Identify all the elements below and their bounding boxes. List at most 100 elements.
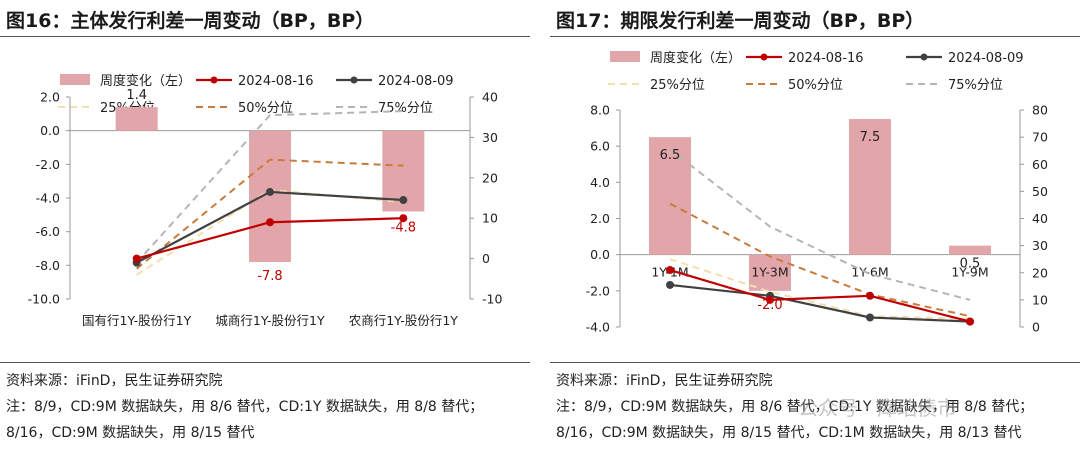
right-source: 资料来源：iFinD，民生证券研究院 (556, 373, 773, 389)
right-tick-label: 50 (1032, 184, 1048, 199)
legend-label: 周度变化（左） (100, 73, 191, 89)
right-tick-label: 30 (1032, 238, 1048, 253)
series-point (666, 266, 674, 275)
series-point (766, 295, 774, 304)
category-label: 1Y-9M (951, 265, 988, 280)
left-notes: 资料来源：iFinD，民生证券研究院 注：8/9，CD:9M 数据缺失，用 8/… (6, 368, 531, 446)
legend-marker (210, 76, 218, 84)
legend-label: 2024-08-16 (238, 74, 314, 89)
series-point (866, 291, 874, 300)
legend-label: 25%分位 (650, 78, 705, 93)
left-tick-label: 0.0 (590, 247, 610, 262)
series-point (399, 196, 408, 205)
bar-data-label: -7.8 (257, 269, 282, 284)
right-chart-panel: 图17：期限发行利差一周变动（BP，BP） 周度变化（左） 2024-08-16 2… (550, 0, 1080, 450)
right-tick-label: 70 (1032, 130, 1048, 145)
left-tick-label: -2.0 (36, 157, 60, 172)
right-note-1: 注：8/9，CD:9M 数据缺失，用 8/6 替代，CD:1Y 数据缺失，用 8… (556, 399, 1034, 415)
legend-label: 75%分位 (948, 78, 1003, 93)
left-note-1: 注：8/9，CD:9M 数据缺失，用 8/6 替代，CD:1Y 数据缺失，用 8… (6, 399, 484, 415)
left-tick-label: 8.0 (590, 103, 610, 118)
right-note-2: 8/16，CD:9M 数据缺失，用 8/15 替代，CD:1M 数据缺失，用 8… (556, 425, 1022, 441)
right-tick-label: 30 (482, 130, 498, 145)
left-tick-label: -2.0 (586, 283, 610, 298)
right-tick-label: 10 (482, 211, 498, 226)
legend-label: 50%分位 (238, 101, 293, 116)
left-tick-label: 2.0 (590, 211, 610, 226)
left-tick-label: 6.0 (590, 139, 610, 154)
legend-label: 2024-08-16 (788, 51, 864, 66)
bar-data-label: 6.5 (660, 148, 681, 163)
bar-data-label: -4.8 (391, 220, 416, 235)
series-point (132, 254, 141, 263)
bar (115, 107, 158, 131)
right-tick-label: 80 (1032, 103, 1048, 118)
left-tick-label: 2.0 (40, 90, 60, 105)
bar (949, 245, 991, 255)
series-point (866, 313, 874, 322)
left-bottom-rule (0, 362, 530, 363)
legend-marker (920, 53, 928, 61)
category-label: 城商行1Y-股份行1Y (215, 313, 325, 328)
legend-swatch-bar (610, 51, 640, 62)
bar (749, 254, 791, 291)
right-chart-title: 图17：期限发行利差一周变动（BP，BP） (556, 10, 925, 32)
bar (849, 119, 891, 255)
left-tick-label: 0.0 (40, 123, 60, 138)
left-note-2: 8/16，CD:9M 数据缺失，用 8/15 替代 (6, 425, 255, 441)
series-point (266, 187, 274, 196)
right-chart-svg: 周度变化（左） 2024-08-16 2024-08-09 25%分位 50%分位 75%… (586, 50, 1048, 335)
series-line (669, 148, 971, 301)
legend-label: 75%分位 (378, 101, 433, 116)
series-line (669, 202, 971, 318)
right-tick-label: 0 (1032, 320, 1040, 335)
legend-label: 50%分位 (788, 78, 843, 93)
bar (249, 130, 291, 262)
right-tick-label: -10 (482, 292, 502, 307)
series-line (669, 258, 971, 320)
bar (649, 137, 691, 255)
left-tick-label: 4.0 (590, 175, 610, 190)
left-source: 资料来源：iFinD，民生证券研究院 (6, 373, 223, 389)
legend-label: 2024-08-09 (378, 74, 454, 89)
legend-swatch-bar (60, 74, 90, 85)
left-tick-label: -4.0 (36, 191, 60, 206)
right-tick-label: 20 (1032, 265, 1048, 280)
series-point (266, 218, 274, 227)
left-chart-panel: 图16：主体发行利差一周变动（BP，BP） 周度变化（左） 2024-08-16 2… (0, 0, 530, 450)
left-top-rule (0, 36, 530, 37)
series-line (135, 110, 404, 264)
left-tick-label: -4.0 (586, 320, 610, 335)
series-point (399, 214, 408, 223)
legend-marker (760, 53, 768, 61)
right-tick-label: 20 (482, 170, 498, 185)
right-tick-label: 40 (482, 90, 498, 105)
bar-data-label: 0.5 (960, 257, 981, 272)
left-chart-svg: 周度变化（左）2024-08-162024-08-0925%分位50%分位75%… (28, 73, 503, 328)
left-tick-label: -8.0 (36, 258, 60, 273)
right-tick-label: 40 (1032, 211, 1048, 226)
left-tick-label: -6.0 (36, 224, 60, 239)
legend-marker (350, 76, 358, 84)
series-line (136, 158, 404, 270)
category-label: 国有行1Y-股份行1Y (82, 313, 192, 328)
right-bottom-rule (550, 362, 1080, 363)
category-label: 农商行1Y-股份行1Y (349, 313, 459, 328)
series-line (669, 283, 971, 323)
bar-data-label: 7.5 (860, 130, 881, 145)
right-tick-label: 60 (1032, 157, 1048, 172)
right-tick-label: 10 (1032, 292, 1048, 307)
right-tick-label: 0 (482, 251, 490, 266)
watermark: 公众号 · 库珀债市 (798, 396, 958, 420)
series-point (666, 280, 674, 289)
left-chart-title: 图16：主体发行利差一周变动（BP，BP） (6, 10, 375, 32)
bar-data-label: 1.4 (126, 88, 147, 103)
right-notes: 资料来源：iFinD，民生证券研究院 注：8/9，CD:9M 数据缺失，用 8/… (556, 368, 1080, 446)
bar-data-label: -2.0 (757, 298, 782, 313)
category-label: 1Y-3M (751, 265, 788, 280)
legend-label: 周度变化（左） (650, 50, 741, 66)
series-line (669, 268, 971, 323)
left-tick-label: -10.0 (28, 292, 60, 307)
series-point (966, 317, 974, 326)
right-top-rule (550, 36, 1080, 37)
